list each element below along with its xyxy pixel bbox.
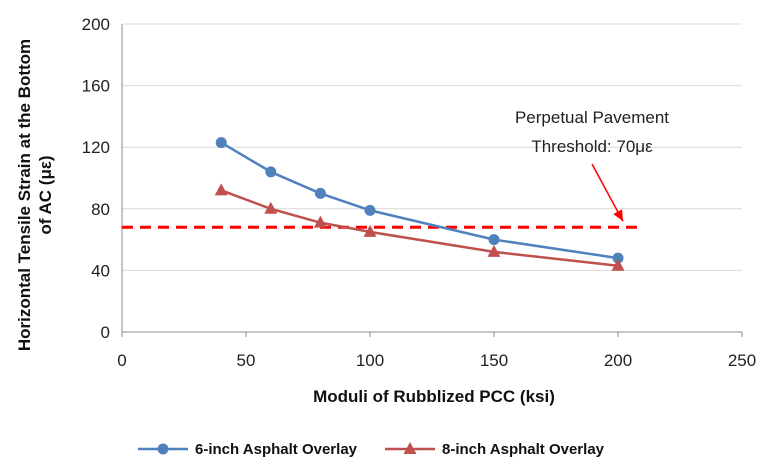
legend-label-2: 8-inch Asphalt Overlay — [442, 441, 605, 458]
y-tick-label-160: 160 — [82, 77, 110, 96]
series-2-point-1 — [214, 183, 228, 196]
axes — [121, 24, 743, 337]
legend-marker-1 — [157, 443, 169, 455]
x-tick-label-250: 250 — [728, 351, 756, 370]
y-tick-label-0: 0 — [101, 323, 110, 342]
series-2-line — [220, 189, 619, 268]
x-tick-label-100: 100 — [356, 351, 384, 370]
x-tick-label-200: 200 — [604, 351, 632, 370]
y-tick-label-40: 40 — [91, 261, 110, 280]
y-axis-title-line-2: of AC (με) — [36, 155, 55, 234]
series-2-point-2 — [264, 201, 278, 214]
series-1-point-5 — [488, 234, 500, 246]
y-tick-label-120: 120 — [82, 138, 110, 157]
series-1-point-4 — [364, 204, 376, 216]
legend-label-1: 6-inch Asphalt Overlay — [195, 441, 358, 458]
series-1 — [215, 137, 624, 264]
threshold-line — [122, 163, 643, 229]
threshold-label-line-1: Perpetual Pavement — [515, 108, 669, 127]
x-tick-label-0: 0 — [117, 351, 126, 370]
annotation-arrow-head — [613, 209, 623, 222]
series-1-point-6 — [612, 252, 624, 264]
y-tick-label-80: 80 — [91, 200, 110, 219]
y-tick-labels: 0 40 80 120 160 200 — [82, 15, 110, 342]
series-1-line — [220, 141, 619, 260]
legend-marker-2 — [403, 442, 417, 454]
threshold-annotation: Perpetual Pavement Threshold: 70με — [515, 108, 669, 156]
x-tick-labels: 0 50 100 150 200 250 — [117, 351, 756, 370]
legend: 6-inch Asphalt Overlay 8-inch Asphalt Ove… — [138, 441, 605, 458]
series-2-point-6 — [611, 258, 625, 271]
x-tick-label-150: 150 — [480, 351, 508, 370]
series-group — [214, 137, 625, 271]
series-2-point-3 — [313, 215, 327, 228]
series-1-point-2 — [265, 166, 277, 178]
series-1-point-1 — [215, 137, 227, 149]
y-tick-label-200: 200 — [82, 15, 110, 34]
x-axis-title: Moduli of Rubblized PCC (ksi) — [313, 387, 555, 406]
series-1-point-3 — [314, 187, 326, 199]
threshold-label-line-2: Threshold: 70με — [531, 137, 653, 156]
x-tick-label-50: 50 — [237, 351, 256, 370]
series-2 — [214, 183, 625, 271]
y-axis-title: Horizontal Tensile Strain at the Bottom … — [15, 39, 55, 351]
series-2-point-4 — [363, 224, 377, 237]
gridlines — [122, 23, 742, 271]
series-2-point-5 — [487, 244, 501, 257]
y-axis-title-line-1: Horizontal Tensile Strain at the Bottom — [15, 39, 34, 351]
